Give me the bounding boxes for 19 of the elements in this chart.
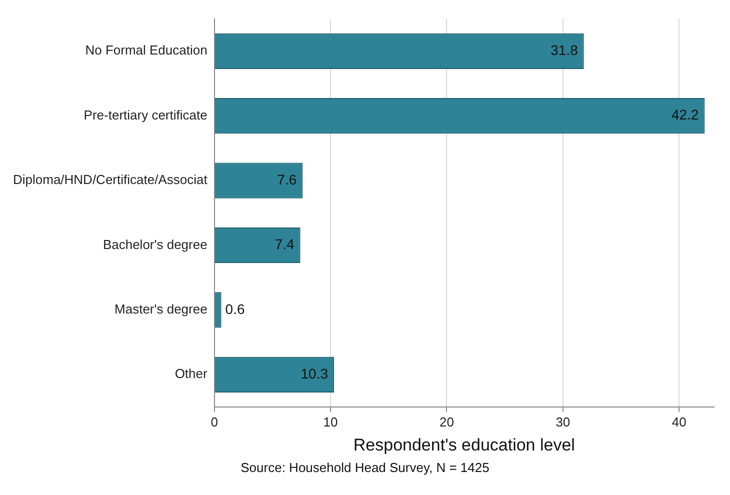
data-label: 7.6 — [277, 171, 297, 188]
y-tick-label: No Formal Education — [85, 42, 208, 58]
x-tick-label: 20 — [440, 414, 454, 430]
y-tick-label: Pre-tertiary certificate — [84, 107, 208, 122]
x-tick-label: 40 — [672, 414, 686, 430]
x-tick-label: 0 — [210, 414, 218, 430]
data-label: 31.8 — [550, 42, 578, 58]
data-label: 42.2 — [671, 106, 699, 123]
source-note: Source: Household Head Survey, N = 1425 — [240, 460, 490, 475]
y-tick-label: Bachelor's degree — [102, 236, 208, 252]
data-label: 10.3 — [300, 366, 328, 382]
data-label: 7.4 — [274, 236, 295, 252]
y-tick-label: Master's degree — [114, 302, 208, 317]
data-label: 0.6 — [225, 300, 245, 317]
y-tick-label: Diploma/HND/Certificate/Associat — [12, 172, 208, 188]
x-axis-title: Respondent's education level — [353, 435, 575, 454]
y-tick-label: Other — [174, 366, 208, 382]
x-tick-label: 10 — [323, 414, 338, 430]
x-tick-label: 30 — [556, 414, 570, 430]
